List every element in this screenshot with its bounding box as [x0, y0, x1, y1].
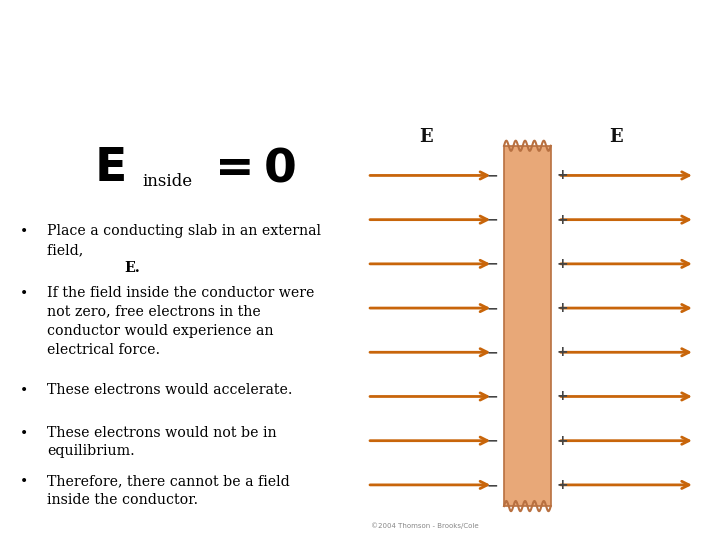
Text: −: −: [487, 478, 498, 492]
Text: +: +: [557, 168, 568, 183]
Text: −: −: [487, 257, 498, 271]
Text: $\mathbf{= 0}$: $\mathbf{= 0}$: [205, 146, 296, 191]
Text: These electrons would accelerate.: These electrons would accelerate.: [47, 383, 292, 397]
Text: −: −: [487, 345, 498, 359]
Text: −: −: [487, 168, 498, 183]
Text: E: E: [420, 129, 433, 146]
Text: •: •: [20, 426, 28, 440]
Text: −: −: [487, 213, 498, 227]
Text: E: E: [609, 129, 622, 146]
Text: +: +: [557, 478, 568, 492]
Text: −: −: [487, 434, 498, 448]
Text: +: +: [557, 213, 568, 227]
Text: Therefore, there cannot be a field
inside the conductor.: Therefore, there cannot be a field insid…: [47, 474, 289, 507]
Text: E.: E.: [125, 261, 140, 275]
Text: −: −: [487, 301, 498, 315]
Text: ©2004 Thomson - Brooks/Cole: ©2004 Thomson - Brooks/Cole: [371, 523, 478, 529]
Text: −: −: [487, 389, 498, 403]
Text: – Justifications: – Justifications: [400, 78, 510, 92]
Text: Place a conducting slab in an external
field,: Place a conducting slab in an external f…: [47, 224, 321, 257]
Text: These electrons would not be in
equilibrium.: These electrons would not be in equilibr…: [47, 426, 276, 458]
Bar: [504, 146, 551, 506]
Text: inside: inside: [143, 173, 193, 190]
Text: •: •: [20, 286, 28, 300]
Text: +: +: [557, 301, 568, 315]
Text: •: •: [20, 224, 28, 238]
Text: +: +: [557, 434, 568, 448]
Text: If the field inside the conductor were
not zero, free electrons in the
conductor: If the field inside the conductor were n…: [47, 286, 314, 356]
Text: $\mathbf{E}$: $\mathbf{E}$: [94, 146, 125, 191]
Text: Ch 24.4 – Conductors (cont.): Ch 24.4 – Conductors (cont.): [13, 75, 356, 95]
Text: •: •: [20, 383, 28, 397]
Text: •: •: [20, 474, 28, 488]
Text: +: +: [557, 257, 568, 271]
Text: +: +: [557, 345, 568, 359]
Text: +: +: [557, 389, 568, 403]
